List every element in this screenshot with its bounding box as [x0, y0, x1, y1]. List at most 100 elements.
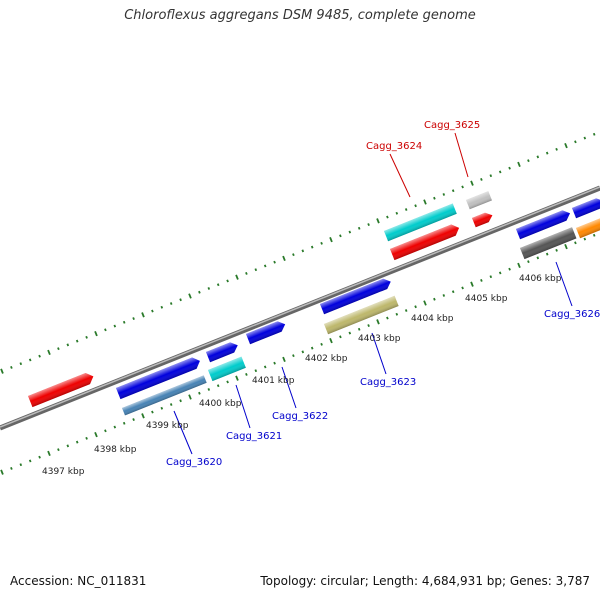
minor-tick [339, 234, 342, 238]
tick-label: 4399 kbp [146, 421, 189, 431]
minor-tick [461, 286, 464, 290]
gene-label: Cagg_3623 [360, 377, 416, 388]
minor-tick [451, 290, 455, 294]
minor-tick [583, 237, 587, 241]
minor-tick [404, 309, 408, 312]
minor-tick [179, 399, 182, 403]
minor-tick [207, 388, 211, 391]
minor-tick [527, 260, 530, 264]
minor-tick [28, 459, 32, 463]
minor-tick [357, 226, 361, 230]
tick-label: 4406 kbp [519, 274, 562, 284]
major-tick [329, 236, 333, 243]
minor-tick [104, 328, 107, 332]
minor-tick [122, 421, 126, 425]
major-tick [0, 469, 4, 475]
minor-tick [574, 241, 577, 245]
major-tick [0, 368, 4, 374]
minor-tick [273, 260, 276, 264]
minor-tick [38, 455, 41, 459]
minor-tick [433, 297, 436, 301]
minor-tick [169, 302, 173, 305]
minor-tick [451, 189, 455, 193]
minor-tick [198, 290, 201, 294]
major-tick [517, 262, 521, 269]
gene-features [28, 191, 600, 416]
minor-tick [19, 362, 23, 366]
minor-tick [583, 136, 587, 140]
major-tick [423, 300, 427, 306]
minor-tick [310, 346, 314, 350]
major-tick [188, 293, 192, 299]
minor-tick [85, 436, 88, 440]
minor-tick [104, 429, 107, 433]
minor-tick [592, 132, 596, 136]
minor-tick [226, 380, 229, 384]
major-tick [94, 330, 98, 337]
minor-tick [545, 151, 549, 155]
minor-tick [28, 358, 32, 362]
minor-tick [179, 298, 182, 302]
minor-tick [348, 331, 352, 335]
gene-label: Cagg_3621 [226, 431, 282, 442]
minor-tick [245, 372, 248, 376]
minor-tick [122, 320, 126, 324]
minor-tick [367, 324, 370, 328]
minor-tick [508, 166, 511, 170]
gene-feature [384, 203, 457, 242]
gene-shading [122, 375, 207, 416]
minor-tick [433, 196, 436, 200]
gene-shading [516, 210, 571, 240]
minor-tick [273, 361, 276, 365]
gene-feature [324, 295, 399, 335]
minor-tick [75, 339, 79, 343]
gene-feature [572, 198, 600, 219]
gene-feature [116, 357, 200, 400]
major-tick [282, 356, 286, 363]
major-tick [423, 199, 427, 205]
minor-tick [226, 279, 229, 283]
minor-tick [404, 208, 408, 211]
minor-tick [254, 268, 258, 272]
minor-tick [527, 159, 530, 163]
minor-tick [57, 347, 60, 351]
minor-tick [85, 335, 88, 339]
major-tick [235, 274, 239, 280]
leader-line [555, 261, 573, 307]
minor-tick [57, 448, 60, 452]
minor-tick [386, 215, 389, 219]
leader-line [454, 132, 469, 178]
major-tick [564, 142, 568, 149]
minor-tick [292, 253, 295, 257]
gene-label: Cagg_3624 [366, 141, 422, 152]
gene-feature [320, 278, 391, 315]
tick-labels: 4397 kbp 4398 kbp 4399 kbp 4400 kbp 4401 kbp… [42, 274, 562, 477]
gene-shading [324, 295, 399, 335]
minor-tick [508, 267, 511, 271]
minor-tick [169, 403, 173, 406]
minor-tick [536, 256, 540, 260]
minor-tick [132, 317, 135, 321]
gene-feature [206, 342, 238, 363]
minor-tick [19, 463, 23, 467]
major-tick [282, 255, 286, 262]
minor-tick [395, 211, 399, 215]
minor-tick [320, 241, 323, 245]
page-title: Chloroflexus aggregans DSM 9485, complet… [124, 8, 476, 23]
gene-shading [390, 224, 460, 261]
tick-label: 4398 kbp [94, 445, 137, 455]
genome-summary-text: Topology: circular; Length: 4,684,931 bp… [260, 574, 590, 588]
major-tick [329, 337, 333, 344]
gene-label: Cagg_3622 [272, 411, 328, 422]
leader-line [281, 366, 297, 409]
minor-tick [489, 275, 493, 279]
gene-label: Cagg_3625 [424, 120, 480, 131]
minor-tick [10, 365, 13, 369]
minor-tick [151, 309, 154, 313]
minor-tick [245, 271, 248, 275]
minor-tick [207, 287, 211, 290]
label-leader-lines [173, 132, 573, 455]
minor-tick [132, 418, 135, 422]
